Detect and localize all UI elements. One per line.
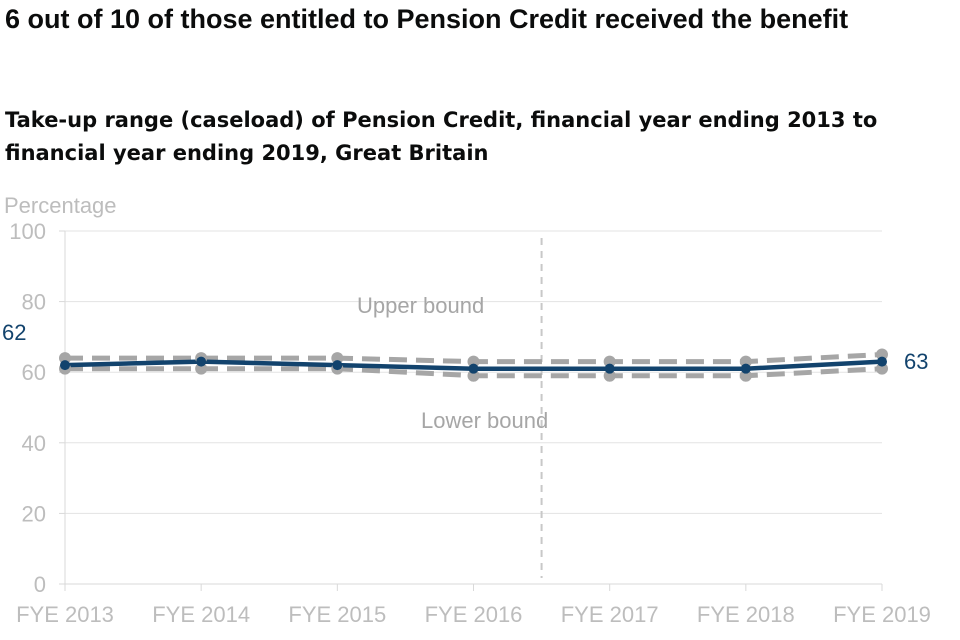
y-axis-title: Percentage (4, 193, 117, 218)
data-point-lower (876, 362, 888, 375)
data-point-central (196, 356, 207, 367)
data-point-lower (467, 369, 480, 382)
data-point-central (877, 356, 887, 367)
lower-bound-label: Lower bound (421, 408, 548, 433)
data-point-lower (195, 362, 208, 375)
data-point-upper (331, 352, 344, 365)
x-tick-label: FYE 2015 (288, 602, 386, 627)
chart-subtitle: Take-up range (caseload) of Pension Cred… (5, 108, 878, 165)
series-points (59, 348, 888, 382)
data-point-upper (59, 352, 71, 365)
x-tick-label: FYE 2016 (425, 602, 523, 627)
chart-title: 6 out of 10 of those entitled to Pension… (5, 4, 849, 34)
end-value-label: 63 (904, 349, 928, 374)
data-point-central (468, 363, 479, 374)
x-tick-label: FYE 2013 (16, 602, 114, 627)
data-point-lower (603, 369, 616, 382)
data-point-central (604, 363, 615, 374)
y-tick-label: 20 (22, 501, 46, 526)
data-point-upper (467, 355, 480, 368)
y-tick-label: 80 (22, 290, 46, 315)
data-point-central (60, 360, 70, 371)
x-tick-labels: FYE 2013 FYE 2014 FYE 2015 FYE 2016 FYE 2017… (16, 602, 931, 627)
y-tick-label: 0 (34, 572, 46, 597)
x-tick-label: FYE 2018 (697, 602, 795, 627)
start-value-label: 62 (2, 320, 26, 345)
data-point-upper (603, 355, 616, 368)
data-point-lower (739, 369, 752, 382)
y-tick-labels: 0 20 40 60 80 100 (9, 219, 46, 597)
x-tick-label: FYE 2019 (833, 602, 931, 627)
data-point-central (332, 360, 343, 371)
data-point-upper (876, 348, 888, 361)
upper-bound-label: Upper bound (357, 293, 484, 318)
data-point-central (740, 363, 751, 374)
x-tick-label: FYE 2017 (561, 602, 659, 627)
y-tick-label: 40 (22, 431, 46, 456)
data-point-upper (739, 355, 752, 368)
y-tick-label: 100 (9, 219, 46, 244)
x-tick-label: FYE 2014 (152, 602, 250, 627)
y-tick-label: 60 (22, 360, 46, 385)
